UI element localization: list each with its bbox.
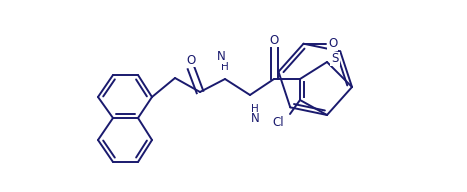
Text: S: S xyxy=(331,52,339,65)
Text: H: H xyxy=(221,62,229,72)
Text: O: O xyxy=(328,37,337,50)
Text: N: N xyxy=(217,50,226,64)
Text: O: O xyxy=(186,54,196,66)
Text: O: O xyxy=(269,33,279,46)
Text: H: H xyxy=(251,104,259,114)
Text: N: N xyxy=(251,113,259,126)
Text: Cl: Cl xyxy=(272,116,284,128)
